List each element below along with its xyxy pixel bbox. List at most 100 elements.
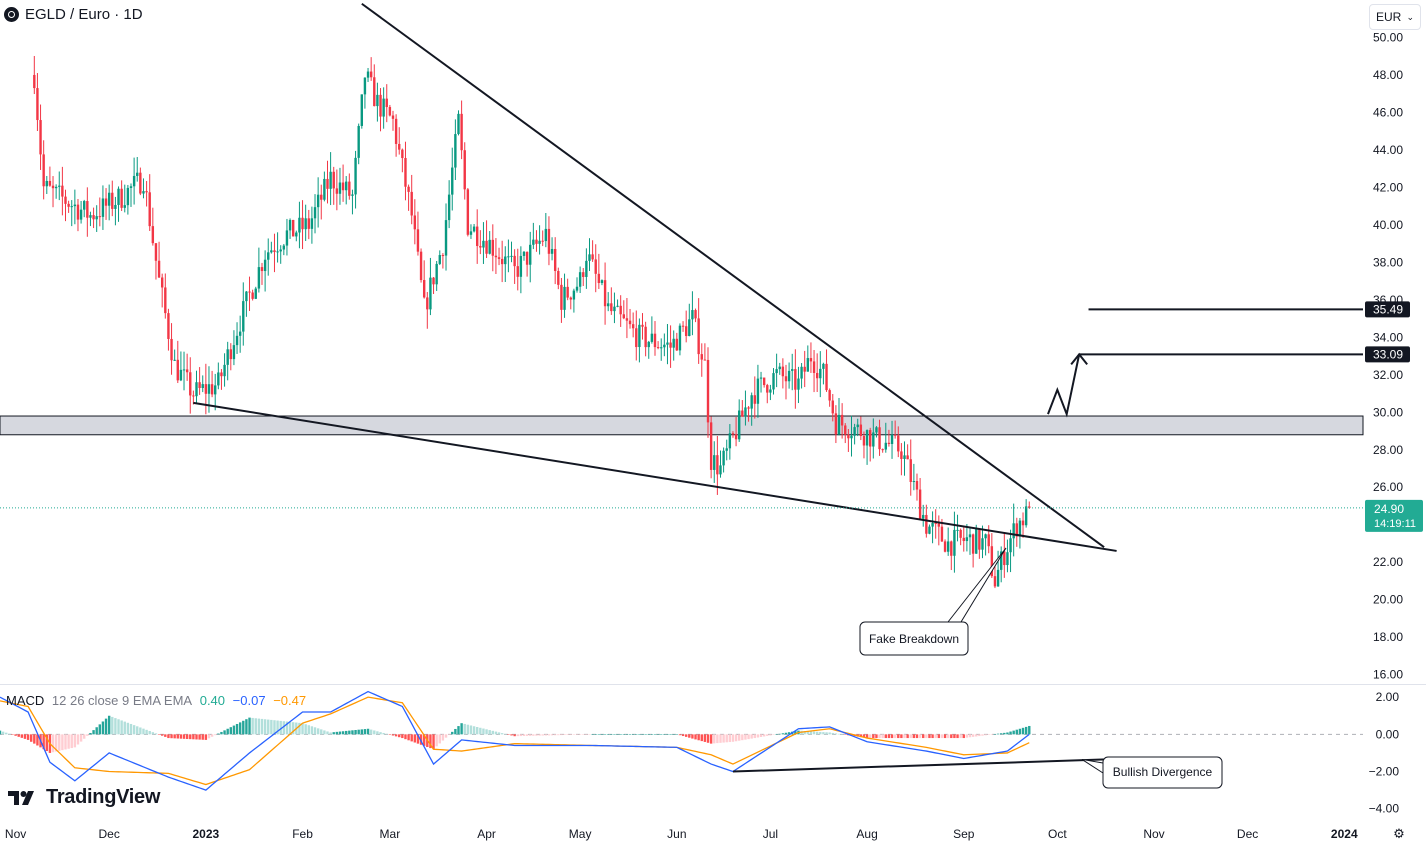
lower-trendline[interactable] [193, 401, 1117, 552]
candle-body [834, 413, 838, 435]
macd-histogram-bar [332, 732, 335, 735]
macd-histogram-bar [918, 734, 922, 739]
macd-histogram-bar [772, 734, 775, 735]
macd-histogram-bar [984, 734, 987, 736]
macd-histogram-bar [734, 734, 738, 742]
macd-histogram-bar [981, 734, 984, 736]
candle-body [650, 333, 654, 342]
price-tick-label: 40.00 [1373, 218, 1403, 232]
macd-histogram-bar [369, 729, 373, 735]
candle-body [734, 434, 738, 440]
price-label-1: 35.49 [1373, 302, 1403, 316]
candle-body [111, 192, 114, 209]
currency-dropdown[interactable]: EUR ⌄ [1369, 4, 1421, 30]
candle-body [819, 368, 822, 379]
tradingview-logo[interactable]: TradingView [8, 786, 160, 809]
candle-body [719, 465, 722, 475]
upper-trendline[interactable] [361, 2, 1105, 549]
macd-histogram-bar [235, 723, 239, 735]
macd-histogram-bar [840, 734, 844, 735]
candle-body [176, 359, 179, 381]
macd-histogram-bar [965, 734, 969, 738]
candle-body [235, 335, 239, 346]
macd-histogram-bar [89, 732, 92, 735]
macd-histogram-bar [139, 727, 142, 735]
candle-body [167, 313, 170, 339]
macd-histogram-bar [510, 734, 513, 736]
candle-body [753, 395, 756, 404]
macd-histogram-bar [326, 731, 329, 735]
macd-histogram-bar [45, 734, 48, 752]
time-tick-label: Mar [380, 827, 401, 841]
candle-body [644, 326, 647, 348]
candle-body [759, 377, 763, 379]
macd-histogram-bar [92, 730, 95, 735]
time-tick-label: Dec [1237, 827, 1258, 841]
candle-body [254, 288, 257, 299]
support-zone-rect[interactable] [0, 415, 1364, 436]
macd-histogram-bar [320, 729, 323, 735]
candle-body [628, 320, 632, 325]
fake-breakdown-callout[interactable] [859, 621, 969, 656]
settings-gear-icon[interactable]: ⚙ [1393, 826, 1405, 841]
candle-body [578, 272, 582, 287]
time-tick-label: Feb [292, 827, 313, 841]
macd-histogram-bar [946, 734, 950, 739]
macd-pane [0, 690, 1363, 791]
macd-histogram-bar [594, 734, 597, 735]
divergence-trendline[interactable] [732, 758, 1107, 773]
macd-histogram-bar [64, 734, 67, 750]
candle-body [145, 191, 148, 193]
price-tick-label: 20.00 [1373, 593, 1403, 607]
candle-body [906, 455, 909, 460]
macd-histogram-bar [756, 734, 760, 738]
candle-body [822, 363, 825, 369]
candle-body [419, 251, 423, 281]
time-tick-label: 2023 [193, 827, 220, 841]
macd-tick-label: −4.00 [1369, 802, 1400, 816]
candle-body [903, 455, 906, 459]
candle-body [541, 240, 544, 242]
candle-body [569, 297, 572, 300]
macd-histogram-bar [307, 725, 310, 735]
candle-body [666, 342, 669, 345]
macd-histogram-bar [207, 734, 211, 739]
candle-body [625, 318, 629, 321]
macd-histogram-bar [257, 718, 261, 735]
candle-body [214, 385, 217, 395]
bullish-divergence-callout[interactable] [1102, 756, 1223, 789]
macd-legend[interactable]: MACD 12 26 close 9 EMA EMA 0.40 −0.07 −0… [6, 693, 310, 708]
macd-histogram-bar [688, 734, 691, 738]
candle-body [267, 252, 270, 260]
candle-body [585, 260, 588, 277]
candle-body [460, 113, 463, 151]
candle-body [703, 359, 707, 361]
candle-body [909, 459, 912, 482]
candle-body [385, 98, 388, 108]
candle-body [226, 349, 229, 365]
macd-histogram-bar [878, 734, 881, 739]
macd-histogram-bar [345, 730, 348, 735]
projection-path[interactable] [1047, 354, 1081, 418]
macd-histogram-bar [98, 724, 102, 735]
macd-histogram-bar [79, 734, 83, 742]
candle-body [466, 189, 470, 235]
macd-histogram-bar [557, 734, 560, 736]
candle-body [54, 186, 58, 189]
price-tick-label: 16.00 [1373, 668, 1403, 682]
macd-histogram-bar [123, 721, 126, 735]
macd-histogram-bar [703, 734, 707, 742]
macd-histogram-bar [778, 733, 781, 735]
macd-histogram-bar [575, 734, 579, 735]
candle-body [485, 240, 488, 254]
candle-body [953, 529, 956, 556]
macd-histogram-bar [909, 734, 912, 739]
macd-histogram-bar [463, 723, 466, 735]
symbol-legend[interactable]: EGLD / Euro · 1D [4, 6, 143, 23]
macd-histogram-bar [563, 734, 566, 736]
candle-body [454, 134, 457, 168]
candle-body [844, 425, 847, 435]
time-tick-label: Nov [5, 827, 26, 841]
candle-body [781, 366, 785, 377]
